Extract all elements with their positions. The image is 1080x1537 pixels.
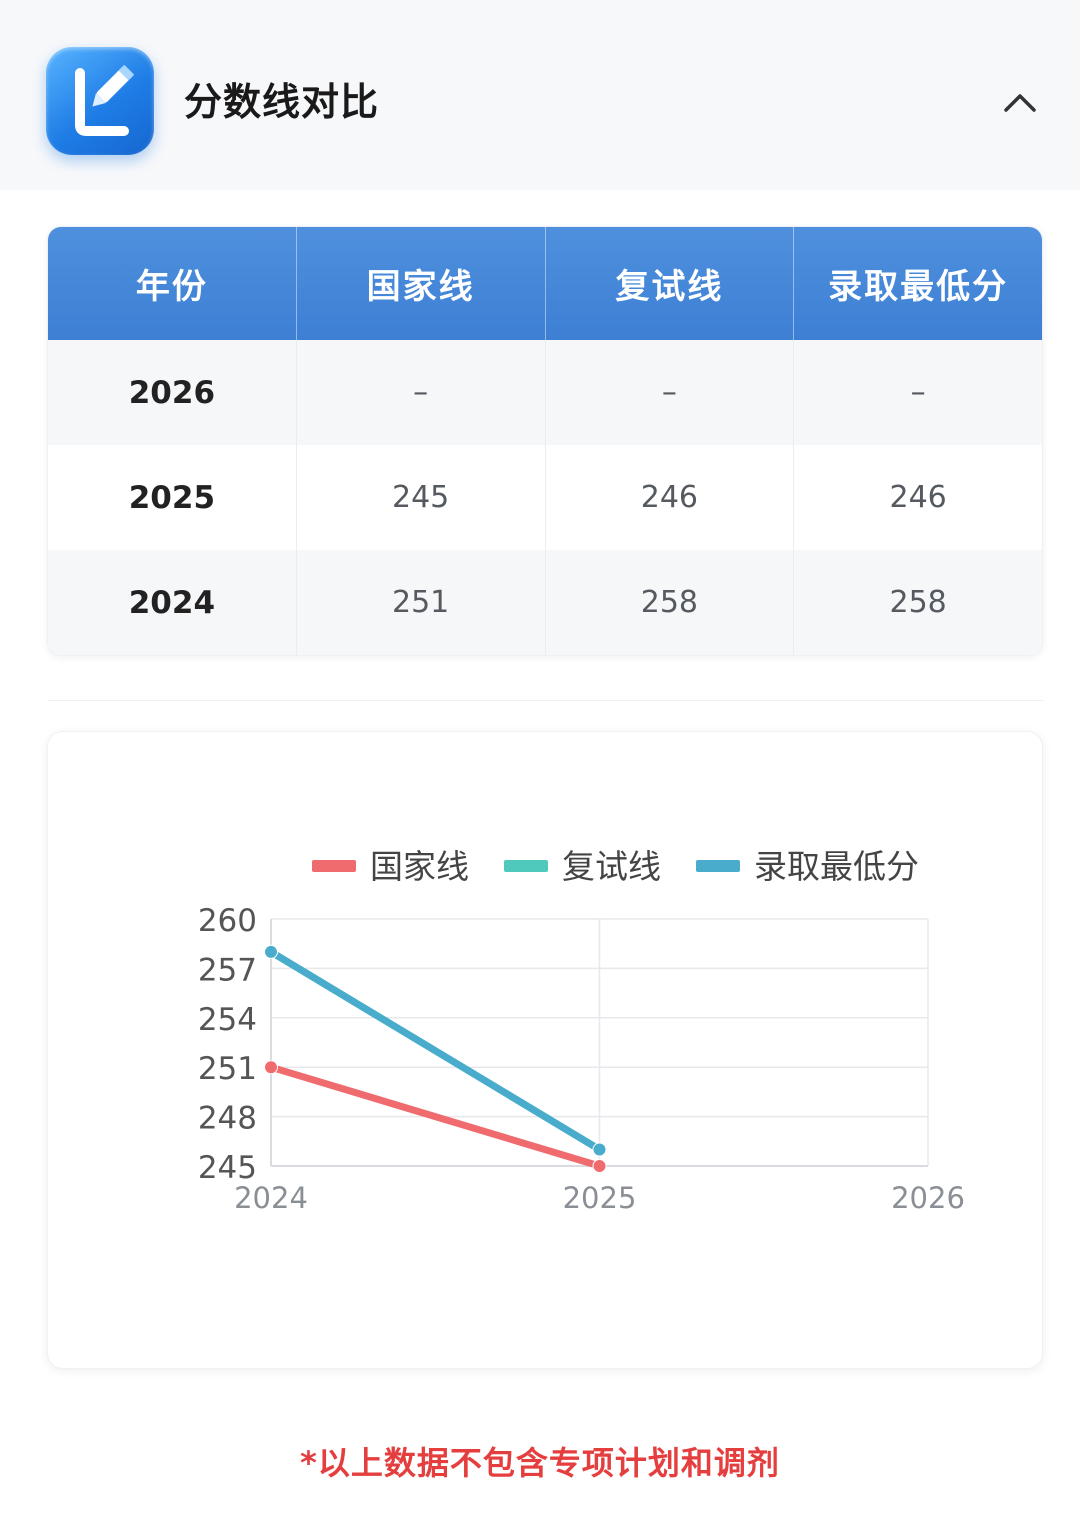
table-row: 2025 245 246 246 <box>48 445 1042 550</box>
cell-year: 2024 <box>48 550 297 655</box>
legend-label: 复试线 <box>562 847 661 886</box>
x-tick-label: 2025 <box>563 1181 637 1215</box>
section-divider <box>47 700 1043 701</box>
cell-min-admission: 246 <box>889 480 947 515</box>
y-tick-label: 254 <box>198 1002 257 1038</box>
cell-national-line: 251 <box>297 550 546 655</box>
x-tick-label: 2026 <box>891 1181 965 1215</box>
table-row: 2026 – – – <box>48 340 1042 445</box>
y-tick-label: 251 <box>198 1051 257 1087</box>
page-title: 分数线对比 <box>184 80 380 124</box>
footnote: *以上数据不包含专项计划和调剂 <box>300 1444 780 1482</box>
cell-national-line: – <box>297 340 546 445</box>
legend-label: 国家线 <box>370 847 469 886</box>
column-header-national-line: 国家线 <box>297 227 546 340</box>
cell-min-admission: 258 <box>889 585 947 620</box>
y-tick-label: 248 <box>198 1101 257 1137</box>
cell-retest-line: 258 <box>546 550 795 655</box>
y-tick-label: 260 <box>198 903 257 939</box>
cell-retest-line: – <box>546 340 795 445</box>
data-point <box>592 1159 607 1173</box>
data-point <box>592 1142 607 1157</box>
chevron-up-icon[interactable] <box>996 80 1044 124</box>
legend-label: 录取最低分 <box>754 847 919 886</box>
series-line <box>267 948 603 1154</box>
data-point <box>264 944 278 959</box>
legend-swatch <box>696 860 740 872</box>
cell-year: 2026 <box>48 340 297 445</box>
cell-national-line: 245 <box>297 445 546 550</box>
series-line <box>267 1063 603 1170</box>
score-table: 年份 国家线 复试线 录取最低分 2026 – – – 2025 245 246… <box>47 226 1043 656</box>
cell-year: 2025 <box>48 445 297 550</box>
column-header-retest-line: 复试线 <box>546 227 795 340</box>
legend-swatch <box>312 860 356 872</box>
table-header: 年份 国家线 复试线 录取最低分 <box>48 227 1042 340</box>
legend-swatch <box>504 860 548 872</box>
y-tick-label: 257 <box>198 952 257 988</box>
cell-retest-line: 246 <box>546 445 795 550</box>
x-tick-label: 2024 <box>234 1181 308 1215</box>
section-header[interactable]: 分数线对比 <box>0 0 1080 190</box>
column-header-year: 年份 <box>48 227 297 340</box>
chart-card: 260 257 254 251 248 245 2024 2025 2026 国家线 复试线 录取最低… <box>47 731 1043 1369</box>
cell-min-admission: – <box>910 375 926 410</box>
column-header-min-admission: 录取最低分 <box>828 267 1009 307</box>
y-tick-label: 245 <box>198 1150 257 1186</box>
table-row: 2024 251 258 258 <box>48 550 1042 655</box>
pencil-L-icon <box>46 47 154 155</box>
data-point <box>264 1060 278 1075</box>
